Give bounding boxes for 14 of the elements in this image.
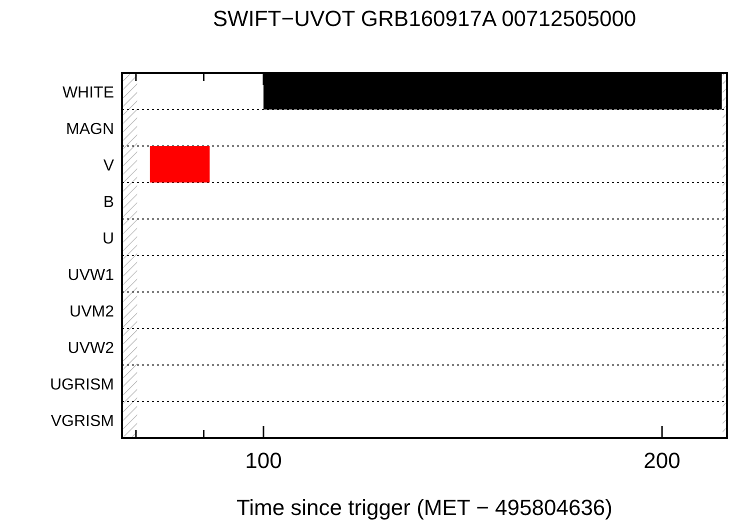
x-axis-title: Time since trigger (MET − 495804636) — [236, 495, 613, 520]
y-tick-label: UVM2 — [70, 303, 114, 320]
y-tick-label: MAGN — [66, 120, 114, 138]
y-tick-label: U — [102, 230, 114, 248]
y-tick-label: UGRISM — [50, 376, 114, 394]
x-tick-label: 200 — [644, 448, 680, 473]
y-tick-label: V — [103, 157, 114, 174]
y-tick-label: VGRISM — [50, 412, 114, 430]
y-tick-label: B — [103, 194, 114, 211]
y-tick-label: WHITE — [62, 84, 114, 102]
y-tick-label: UVW1 — [68, 266, 114, 284]
y-tick-label: UVW2 — [68, 340, 114, 357]
x-tick-label: 100 — [245, 448, 282, 473]
chart-title: SWIFT−UVOT GRB160917A 00712505000 — [212, 6, 636, 31]
